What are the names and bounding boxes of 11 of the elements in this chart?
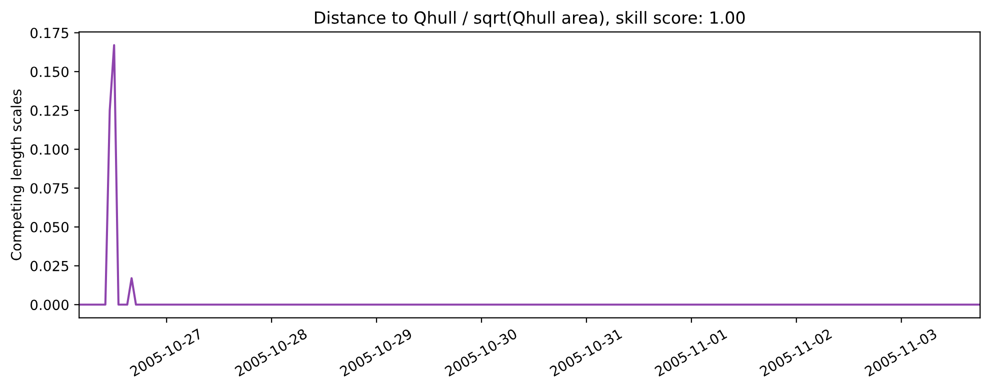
y-tick-label: 0.025: [30, 260, 68, 272]
y-tick-label: 0.075: [30, 183, 68, 194]
y-tick-label: 0.150: [30, 66, 68, 78]
y-tick-label: 0.000: [30, 300, 68, 310]
line-series: [79, 44, 980, 306]
chart-title: Distance to Qhull / sqrt(Qhull area), skill score: 1.00: [315, 10, 745, 28]
y-tick-label: 0.175: [30, 28, 68, 38]
y-tick-label: 0.050: [30, 222, 68, 232]
y-axis-title: Competing length scales: [10, 90, 24, 260]
y-tick-label: 0.100: [30, 144, 68, 155]
y-tick-label: 0.125: [30, 105, 68, 116]
